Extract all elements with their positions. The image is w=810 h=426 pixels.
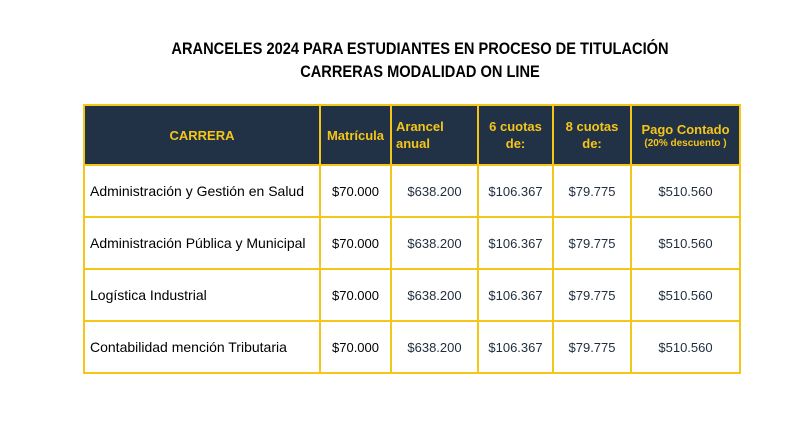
header-arancel: Arancel anual	[390, 104, 479, 166]
cell-8-cuotas: $79.775	[552, 216, 632, 270]
header-pago-contado: Pago Contado (20% descuento )	[630, 104, 741, 166]
cell-carrera: Administración y Gestión en Salud	[83, 164, 321, 218]
header-arancel-line2: anual	[396, 136, 430, 151]
cell-pago-contado: $510.560	[630, 164, 741, 218]
cell-6-cuotas: $106.367	[477, 216, 554, 270]
cell-arancel: $638.200	[390, 216, 479, 270]
header-8-cuotas-line2: de:	[582, 136, 602, 151]
cell-carrera: Administración Pública y Municipal	[83, 216, 321, 270]
header-matricula: Matrícula	[319, 104, 392, 166]
cell-pago-contado: $510.560	[630, 216, 741, 270]
table-row: Logística Industrial $70.000 $638.200 $1…	[83, 268, 741, 322]
cell-arancel: $638.200	[390, 164, 479, 218]
cell-8-cuotas: $79.775	[552, 320, 632, 374]
header-pago-contado-line2: (20% descuento )	[644, 137, 727, 149]
cell-pago-contado: $510.560	[630, 268, 741, 322]
header-6-cuotas-line2: de:	[505, 136, 526, 151]
table-row: Administración Pública y Municipal $70.0…	[83, 216, 741, 270]
cell-pago-contado: $510.560	[630, 320, 741, 374]
cell-arancel: $638.200	[390, 320, 479, 374]
header-carrera: CARRERA	[83, 104, 321, 166]
cell-carrera: Contabilidad mención Tributaria	[83, 320, 321, 374]
fees-table: CARRERA Matrícula Arancel anual 6 cuotas…	[83, 104, 741, 374]
table-header-row: CARRERA Matrícula Arancel anual 6 cuotas…	[83, 104, 741, 166]
cell-matricula: $70.000	[319, 320, 392, 374]
cell-6-cuotas: $106.367	[477, 320, 554, 374]
header-arancel-line1: Arancel	[396, 119, 444, 134]
cell-8-cuotas: $79.775	[552, 268, 632, 322]
header-pago-contado-line1: Pago Contado	[641, 121, 730, 137]
cell-carrera: Logística Industrial	[83, 268, 321, 322]
header-6-cuotas: 6 cuotas de:	[477, 104, 554, 166]
cell-matricula: $70.000	[319, 164, 392, 218]
page-title: ARANCELES 2024 PARA ESTUDIANTES EN PROCE…	[171, 39, 669, 58]
cell-arancel: $638.200	[390, 268, 479, 322]
cell-matricula: $70.000	[319, 216, 392, 270]
cell-8-cuotas: $79.775	[552, 164, 632, 218]
page-subtitle: CARRERAS MODALIDAD ON LINE	[300, 62, 540, 81]
cell-6-cuotas: $106.367	[477, 268, 554, 322]
table-row: Administración y Gestión en Salud $70.00…	[83, 164, 741, 218]
table-row: Contabilidad mención Tributaria $70.000 …	[83, 320, 741, 374]
cell-matricula: $70.000	[319, 268, 392, 322]
cell-6-cuotas: $106.367	[477, 164, 554, 218]
header-8-cuotas-line1: 8 cuotas	[565, 119, 619, 134]
header-8-cuotas: 8 cuotas de:	[552, 104, 632, 166]
header-6-cuotas-line1: 6 cuotas	[489, 119, 542, 134]
